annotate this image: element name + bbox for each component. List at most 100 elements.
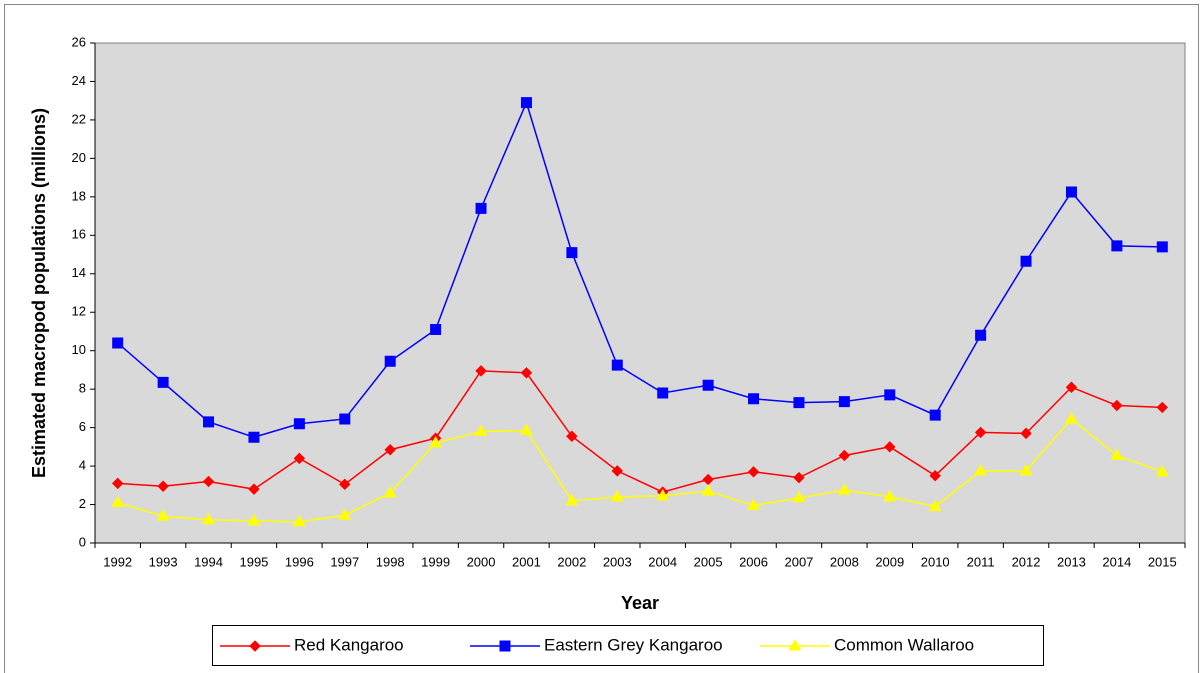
marker [748, 393, 760, 405]
marker [293, 452, 306, 465]
x-tick-label: 1993 [149, 554, 178, 569]
marker [788, 638, 802, 651]
marker [838, 483, 851, 495]
x-tick-label: 2013 [1057, 554, 1086, 569]
marker [611, 359, 623, 371]
marker [656, 488, 670, 501]
marker [657, 387, 669, 399]
marker [474, 424, 488, 436]
y-tick-label: 26 [72, 34, 86, 49]
marker [203, 416, 215, 428]
x-tick-label: 1992 [103, 554, 132, 569]
marker [157, 480, 169, 492]
marker [202, 475, 215, 488]
x-tick-label: 1995 [239, 554, 268, 569]
marker [974, 426, 987, 439]
y-tick-label: 16 [72, 227, 86, 242]
marker [884, 389, 896, 401]
y-tick-label: 10 [72, 342, 86, 357]
x-tick-label: 1997 [330, 554, 359, 569]
marker [157, 376, 169, 388]
x-tick-label: 2014 [1102, 554, 1131, 569]
marker [383, 485, 397, 498]
marker [430, 324, 442, 336]
marker [384, 355, 396, 367]
marker [974, 463, 987, 476]
marker [429, 435, 442, 448]
marker [793, 471, 805, 484]
marker [1156, 241, 1168, 253]
y-tick-label: 4 [79, 458, 86, 473]
marker [1155, 464, 1169, 477]
marker [793, 397, 805, 409]
marker [566, 430, 578, 442]
marker [1111, 399, 1123, 412]
y-tick-label: 14 [72, 265, 86, 280]
x-tick-label: 2003 [603, 554, 632, 569]
marker [747, 466, 760, 478]
marker [1020, 427, 1032, 440]
series-line [117, 417, 1163, 523]
legend-label: Red Kangaroo [294, 635, 404, 654]
marker [566, 247, 578, 259]
marker [1110, 448, 1124, 460]
y-tick-label: 18 [72, 188, 86, 203]
marker [929, 409, 941, 421]
marker [928, 499, 942, 511]
x-tick-label: 2015 [1148, 554, 1177, 569]
x-axis-title: Year [621, 593, 659, 613]
marker [610, 489, 624, 502]
marker [339, 413, 351, 425]
y-tick-label: 2 [79, 496, 86, 511]
marker [1111, 240, 1123, 252]
marker [499, 640, 511, 652]
marker [475, 202, 487, 214]
legend-label: Common Wallaroo [834, 635, 974, 654]
marker [792, 490, 806, 503]
marker [202, 512, 215, 525]
y-tick-label: 8 [79, 381, 86, 396]
marker [701, 484, 715, 496]
x-tick-label: 1999 [421, 554, 450, 569]
marker [1019, 463, 1033, 476]
marker [384, 444, 396, 456]
y-tick-label: 0 [79, 534, 86, 549]
x-tick-label: 2012 [1012, 554, 1041, 569]
marker [838, 449, 851, 462]
x-tick-label: 2010 [921, 554, 950, 569]
marker [1065, 186, 1077, 198]
legend: Red Kangaroo Eastern Grey Kangaroo Common … [212, 625, 1044, 666]
legend-box [212, 625, 1044, 666]
marker [702, 379, 714, 391]
marker [248, 431, 260, 443]
marker [884, 441, 896, 453]
marker [112, 477, 124, 490]
x-tick-label: 2002 [557, 554, 586, 569]
marker [520, 423, 533, 435]
y-tick-label: 20 [72, 150, 86, 165]
x-tick-label: 2001 [512, 554, 541, 569]
marker [747, 498, 760, 510]
marker [475, 365, 487, 377]
x-tick-label: 2005 [694, 554, 723, 569]
legend-label: Eastern Grey Kangaroo [544, 635, 723, 654]
marker [565, 493, 579, 506]
marker [111, 495, 125, 508]
y-tick-label: 6 [79, 419, 86, 434]
x-tick-label: 2000 [467, 554, 496, 569]
marker [883, 489, 897, 502]
marker [1065, 411, 1078, 424]
y-tick-label: 12 [72, 304, 86, 319]
marker [520, 367, 533, 379]
marker [520, 97, 532, 109]
marker [248, 483, 260, 495]
marker [338, 508, 352, 520]
marker [247, 513, 261, 526]
x-tick-label: 2007 [784, 554, 813, 569]
marker [1020, 255, 1032, 267]
x-tick-label: 1996 [285, 554, 314, 569]
x-tick-label: 2004 [648, 554, 677, 569]
marker [249, 640, 261, 652]
marker [975, 329, 987, 341]
